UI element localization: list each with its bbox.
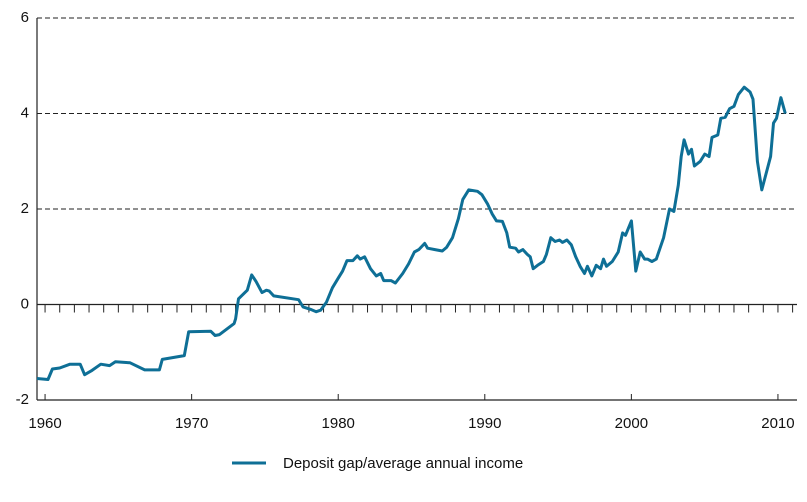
y-tick-label: 2	[21, 200, 29, 217]
x-tick-label: 1960	[28, 415, 61, 432]
y-tick-label: 4	[21, 104, 29, 121]
x-tick-label: 1990	[468, 415, 501, 432]
y-tick-label: -2	[16, 391, 29, 408]
y-tick-label: 6	[21, 9, 29, 26]
x-tick-label: 1970	[175, 415, 208, 432]
y-tick-label: 0	[21, 295, 29, 312]
data-line	[36, 85, 787, 381]
x-tick-label: 1980	[322, 415, 355, 432]
legend-label: Deposit gap/average annual income	[283, 455, 523, 472]
x-tick-label: 2010	[761, 415, 794, 432]
x-tick-label: 2000	[615, 415, 648, 432]
